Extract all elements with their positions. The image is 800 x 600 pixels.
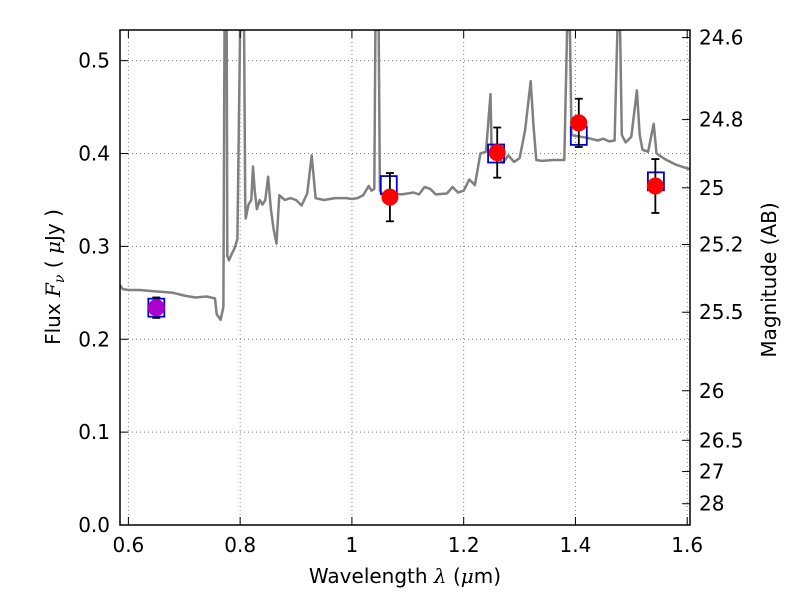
y2-tick-label: 26 [699,379,724,403]
y2-tick-label: 27 [699,460,724,484]
y2-tick-label: 26.5 [699,428,744,452]
y2-tick-label: 25 [699,176,724,200]
x-tick-label: 1.6 [671,533,703,557]
x-tick-label: 1.2 [448,533,480,557]
y2-tick-label: 25.5 [699,300,744,324]
plot-frame [119,29,691,526]
grid [120,30,690,526]
y2-tick-label: 24.6 [699,26,744,50]
y-tick-label: 0.3 [78,234,110,258]
observed-point [488,144,506,162]
observed-point [147,299,165,317]
y-tick-label: 0.0 [78,513,110,537]
x-tick-label: 1 [346,533,359,557]
axis-ticks: 0.6 0.8 1 1.2 1.4 1.6 0.0 0.1 0.2 0.3 0.4 0.5 24.6 24… [78,26,743,557]
x-tick-label: 0.8 [224,533,256,557]
observed-point [570,114,588,132]
x-axis-title: Wavelength λ (μm) [309,564,501,588]
x-tick-label: 0.6 [112,533,144,557]
y2-tick-label: 28 [699,492,724,516]
y2-tick-label: 25.2 [699,233,744,257]
y2-axis-title: Magnitude (AB) [757,202,781,357]
model-spectrum-line [120,30,690,322]
y-tick-label: 0.2 [78,327,110,351]
x-tick-label: 1.4 [560,533,592,557]
observed-point [381,188,399,206]
y-tick-label: 0.5 [78,49,110,73]
observed-point [646,177,664,195]
y-axis-title: Flux Fν ( μJy ) [41,209,68,345]
y-tick-label: 0.4 [78,142,110,166]
y-tick-label: 0.1 [78,420,110,444]
plot-area [120,30,690,322]
y2-tick-label: 24.8 [699,108,744,132]
